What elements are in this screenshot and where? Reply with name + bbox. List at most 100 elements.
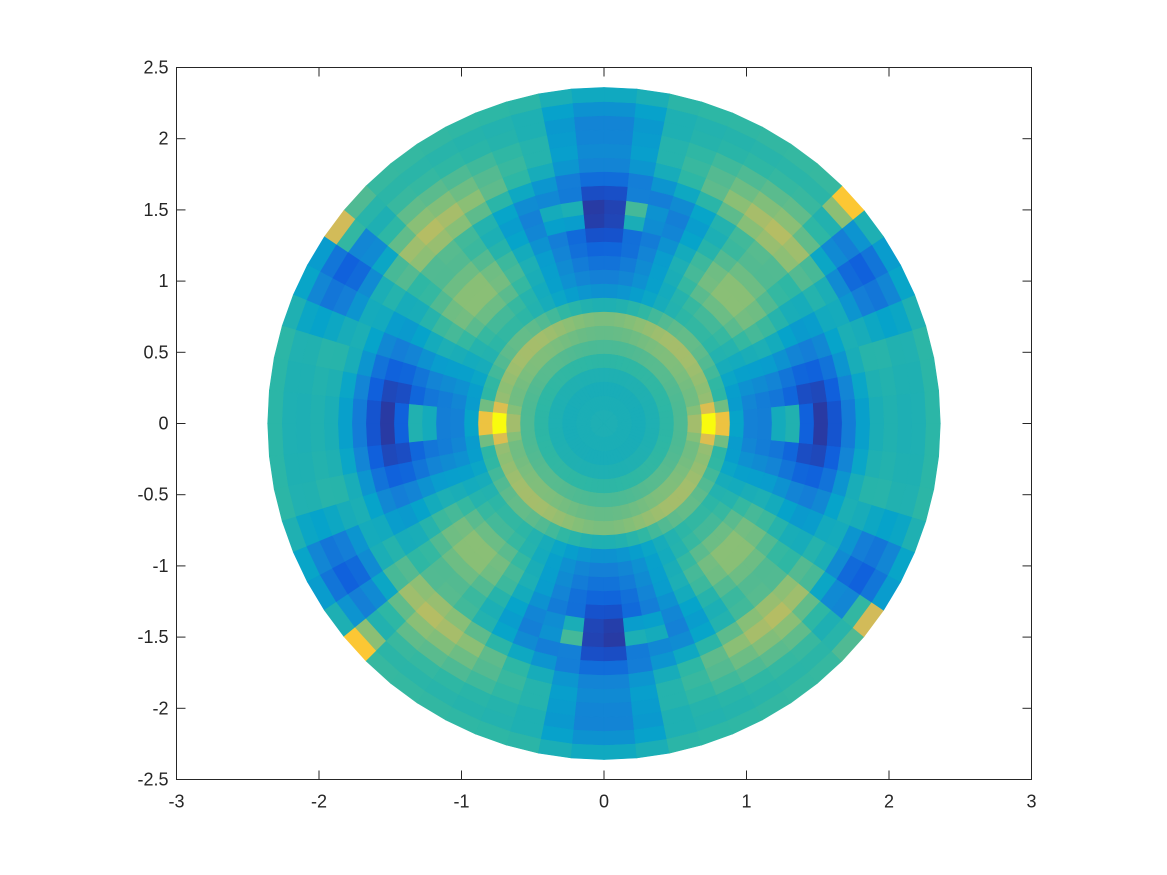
heatmap-cell bbox=[882, 423, 899, 453]
y-tick-label: 0.5 bbox=[143, 342, 168, 362]
heatmap-cell bbox=[616, 283, 632, 301]
heatmap-cell bbox=[715, 410, 731, 424]
heatmap-cell bbox=[570, 743, 605, 760]
heatmap-cell bbox=[281, 391, 298, 424]
heatmap-cell bbox=[603, 185, 628, 201]
heatmap-cell bbox=[584, 604, 605, 620]
heatmap-cell bbox=[603, 590, 623, 606]
heatmap-cell bbox=[771, 423, 787, 442]
heatmap-cell bbox=[603, 562, 620, 578]
y-tick-label: 0 bbox=[158, 414, 168, 434]
heatmap-cell bbox=[659, 423, 675, 431]
heatmap-cell bbox=[589, 283, 605, 299]
heatmap-cell bbox=[603, 687, 632, 704]
heatmap-cell bbox=[379, 423, 396, 446]
heatmap-cell bbox=[603, 353, 612, 369]
heatmap-cell bbox=[868, 423, 885, 452]
heatmap-cell bbox=[421, 405, 437, 424]
heatmap-cell bbox=[713, 434, 730, 449]
heatmap-cell bbox=[365, 423, 382, 448]
heatmap-cell bbox=[673, 423, 689, 433]
heatmap-cell bbox=[924, 390, 941, 424]
heatmap-cell bbox=[603, 604, 624, 620]
heatmap-cell bbox=[477, 410, 493, 424]
heatmap-cell bbox=[463, 409, 479, 424]
heatmap-cell bbox=[603, 269, 620, 285]
heatmap-cell bbox=[617, 269, 635, 287]
heatmap-cell bbox=[572, 729, 605, 746]
heatmap-cell bbox=[826, 399, 843, 424]
heatmap-cell bbox=[581, 199, 605, 215]
heatmap-cell bbox=[603, 297, 617, 313]
heatmap-cell bbox=[592, 311, 605, 327]
heatmap-cell bbox=[589, 548, 605, 564]
heatmap-cell bbox=[603, 101, 636, 118]
heatmap-cell bbox=[592, 520, 605, 536]
heatmap-cell bbox=[588, 562, 605, 578]
heatmap-cell bbox=[812, 401, 829, 424]
heatmap-cell bbox=[585, 590, 605, 606]
heatmap-cell bbox=[727, 435, 744, 452]
y-tick-label: -2 bbox=[152, 698, 168, 718]
heatmap-cell bbox=[573, 115, 605, 132]
heatmap-cell bbox=[577, 157, 605, 173]
heatmap-cell bbox=[436, 438, 454, 457]
heatmap-cell bbox=[577, 674, 605, 690]
heatmap-cell bbox=[309, 394, 326, 424]
heatmap-cell bbox=[618, 574, 638, 592]
heatmap-cell bbox=[574, 701, 605, 718]
heatmap-cell bbox=[603, 255, 621, 271]
x-tick-label: -1 bbox=[453, 792, 469, 812]
axis-ticks bbox=[176, 67, 1032, 780]
heatmap-cell bbox=[436, 390, 454, 409]
heatmap-cell bbox=[754, 390, 772, 409]
heatmap-cell bbox=[449, 408, 465, 424]
heatmap-cell bbox=[570, 255, 590, 273]
heatmap-cell bbox=[323, 423, 340, 452]
heatmap-cell bbox=[924, 423, 941, 457]
heatmap-cell bbox=[449, 423, 465, 439]
heatmap-cell bbox=[603, 339, 613, 355]
heatmap-cell bbox=[603, 115, 635, 132]
heatmap-cell bbox=[573, 560, 591, 578]
heatmap-cell bbox=[576, 143, 605, 160]
y-tick-label: -2.5 bbox=[137, 770, 168, 790]
heatmap-cell bbox=[603, 129, 634, 146]
heatmap-cell bbox=[591, 297, 605, 313]
heatmap-cell bbox=[576, 687, 605, 704]
heatmap-cell bbox=[701, 423, 717, 435]
heatmap-cell bbox=[478, 398, 495, 413]
heatmap-cell bbox=[603, 87, 638, 104]
heatmap-cell bbox=[583, 213, 605, 229]
heatmap-cell bbox=[281, 423, 298, 456]
heatmap-cell bbox=[407, 403, 424, 424]
heatmap-cell bbox=[896, 392, 913, 424]
heatmap-cell bbox=[812, 423, 829, 446]
heatmap-cell bbox=[435, 406, 451, 424]
heatmap-cell bbox=[323, 395, 340, 424]
heatmap-cell bbox=[701, 412, 717, 424]
heatmap-cell bbox=[603, 311, 616, 327]
heatmap-cell bbox=[267, 423, 284, 457]
heatmap-cell bbox=[464, 395, 481, 412]
heatmap-cell bbox=[603, 227, 624, 243]
heatmap-cell bbox=[715, 423, 731, 437]
heatmap-cell bbox=[491, 423, 507, 435]
x-tick-label: -3 bbox=[168, 792, 184, 812]
x-tick-label: 3 bbox=[1026, 792, 1036, 812]
heatmap-cell bbox=[729, 409, 745, 424]
heatmap-cell bbox=[603, 143, 632, 160]
x-tick-label: 0 bbox=[599, 792, 609, 812]
heatmap-cell bbox=[596, 478, 605, 494]
heatmap-cell bbox=[594, 506, 605, 522]
heatmap-cell bbox=[573, 715, 605, 732]
heatmap-cell bbox=[463, 423, 479, 438]
heatmap-cell bbox=[798, 402, 815, 424]
heatmap-cell bbox=[687, 423, 703, 434]
heatmap-cell bbox=[840, 423, 857, 449]
y-tick-label: 2 bbox=[158, 129, 168, 149]
x-tick-label: -2 bbox=[311, 792, 327, 812]
x-tick-label: 2 bbox=[884, 792, 894, 812]
y-tick-labels: 2.5 2 1.5 1 0.5 0 -0.5 -1 -1.5 -2 -2.5 bbox=[137, 58, 168, 790]
heatmap-cell bbox=[840, 398, 857, 424]
